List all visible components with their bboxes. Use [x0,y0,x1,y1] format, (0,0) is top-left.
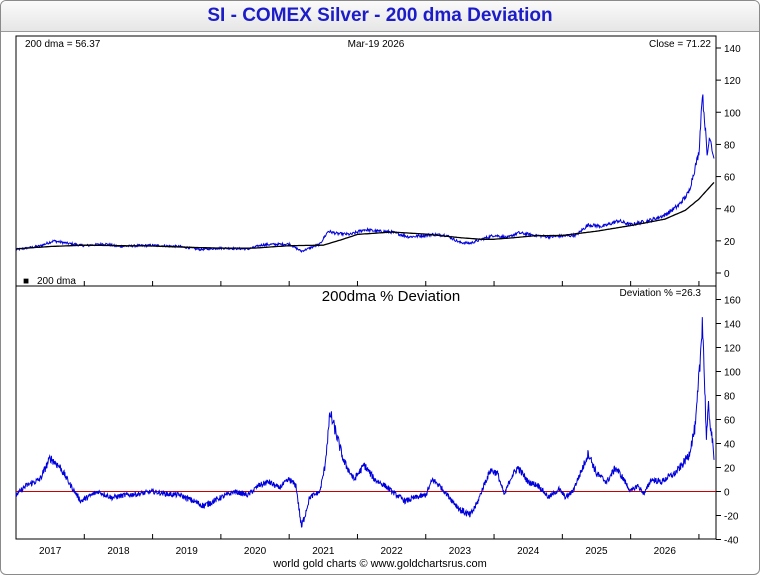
x-tick-label: 2026 [654,546,677,557]
deviation-y-tick-label: 120 [724,344,741,355]
deviation-y-tick-label: 20 [724,464,736,475]
deviation-y-tick-label: 0 [724,488,730,499]
deviation-y-tick-label: 100 [724,368,741,379]
price-y-tick-label: 100 [724,108,741,119]
deviation-panel-frame [15,285,717,540]
price-y-axis: 0 20 40 60 80 100 120 140 [716,44,741,280]
x-tick-label: 2025 [585,546,608,557]
dma-readout: 200 dma = 56.37 [25,39,101,50]
deviation-y-tick-label: 40 [724,440,736,451]
x-tick-label: 2019 [176,546,199,557]
deviation-y-tick-label: 140 [724,320,741,331]
x-tick-label: 2023 [449,546,472,557]
price-y-tick-label: 120 [724,76,741,87]
date-x-axis: 2017 2018 2019 2020 2021 2022 2023 2024 2025 2026 [39,281,700,557]
chart-title: SI - COMEX Silver - 200 dma Deviation [1,1,759,32]
price-panel-frame [15,35,717,287]
date-readout: Mar-19 2026 [348,39,405,50]
deviation-y-tick-label: 160 [724,296,741,307]
deviation-y-tick-label: -20 [724,512,739,523]
deviation-y-tick-label: 60 [724,416,736,427]
deviation-y-tick-label: -40 [724,536,739,547]
price-y-tick-label: 20 [724,237,736,248]
chart-footer: world gold charts © www.goldchartsrus.co… [273,558,487,570]
x-tick-label: 2021 [312,546,335,557]
x-tick-label: 2022 [380,546,403,557]
dma-series-line [15,181,715,250]
price-y-tick-label: 80 [724,140,736,151]
x-tick-label: 2024 [517,546,540,557]
deviation-readout: Deviation % =26.3 [620,288,702,299]
price-y-tick-label: 60 [724,173,736,184]
deviation-panel-title: 200dma % Deviation [322,288,460,305]
price-y-tick-label: 40 [724,205,736,216]
legend-marker: ■ [23,276,29,287]
deviation-y-axis: -40 -20 0 20 40 60 80 100 120 140 160 [716,296,741,547]
close-readout: Close = 71.22 [649,39,711,50]
x-tick-label: 2020 [244,546,267,557]
deviation-series-line [15,317,715,528]
x-tick-label: 2017 [39,546,62,557]
price-y-tick-label: 0 [724,269,730,280]
price-y-tick-label: 140 [724,44,741,55]
deviation-y-tick-label: 80 [724,392,736,403]
legend-label: 200 dma [37,276,76,287]
x-tick-label: 2018 [107,546,130,557]
